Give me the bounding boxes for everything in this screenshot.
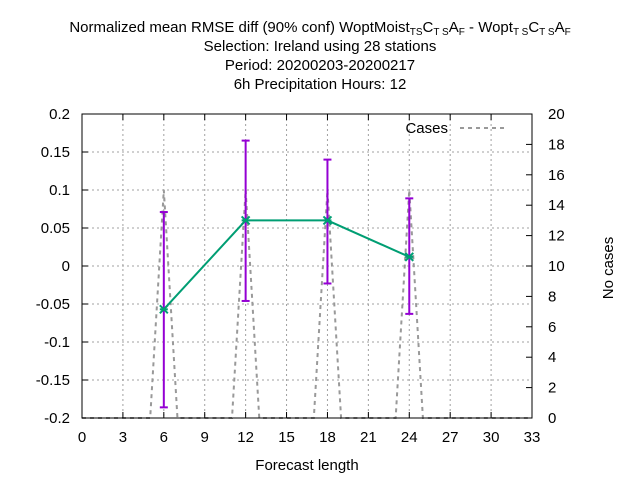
y-tick-label: 0.1 [49,182,70,199]
x-tick-label: 12 [237,429,254,446]
y-tick-label: 0.15 [41,144,70,161]
cases-line [82,189,532,419]
y2-tick-label: 16 [548,167,565,184]
x-tick-label: 3 [119,429,127,446]
title-sub-f: F [458,27,465,38]
x-axis-label: Forecast length [255,457,358,474]
tick-layer: 0 3 6 9 12 15 18 21 24 27 30 33-0.2-0.15-0.1-0.0500… [36,106,565,446]
y2-tick-label: 4 [548,349,556,366]
x-tick-label: 6 [160,429,168,446]
y-tick-label: 0.2 [49,106,70,123]
y2-axis-label: No cases [600,237,617,300]
y2-tick-label: 18 [548,136,565,153]
y-tick-label: -0.15 [36,372,70,389]
title-part-i: C [528,19,540,36]
y2-tick-label: 0 [548,410,556,427]
y2-tick-label: 8 [548,288,556,305]
grid-layer [82,114,532,418]
title-part-g: - Wopt [464,19,513,36]
title-line-1: Normalized mean RMSE diff (90% conf) Wop… [0,18,640,42]
y2-tick-label: 12 [548,228,565,245]
title-sub-j: T S [539,27,555,38]
y-tick-label: -0.2 [44,410,70,427]
series-layer [159,139,414,409]
y2-tick-label: 14 [548,197,565,214]
legend: Cases [405,120,506,137]
x-tick-label: 15 [278,429,295,446]
x-tick-label: 24 [401,429,418,446]
title-sub-b: TS [409,27,423,38]
title-line-2: Selection: Ireland using 28 stations [203,38,437,55]
x-tick-label: 27 [442,429,459,446]
y-tick-label: -0.1 [44,334,70,351]
x-tick-label: 9 [201,429,209,446]
y-tick-label: 0 [62,258,70,275]
title-sub-l: F [564,27,571,38]
title-part-a: Normalized mean RMSE diff (90% conf) Wop… [69,19,410,36]
title-part-k: A [554,19,565,36]
x-tick-label: 30 [483,429,500,446]
y-tick-label: -0.05 [36,296,70,313]
y2-tick-label: 2 [548,380,556,397]
y2-tick-label: 6 [548,319,556,336]
y2-tick-label: 20 [548,106,565,123]
title-sub-d: T S [433,27,449,38]
x-tick-label: 0 [78,429,86,446]
cases-layer [82,189,532,419]
title-part-c: C [422,19,434,36]
y-tick-label: 0.05 [41,220,70,237]
x-tick-label: 33 [524,429,541,446]
title-sub-h: T S [512,27,529,38]
y2-tick-label: 10 [548,258,565,275]
title-line-4: 6h Precipitation Hours: 12 [233,76,407,93]
series-line [163,219,410,310]
x-tick-label: 18 [319,429,336,446]
x-tick-label: 21 [360,429,377,446]
legend-label-cases: Cases [405,120,448,137]
title-line-3: Period: 20200203-20200217 [224,57,416,74]
title-part-e: A [448,19,459,36]
